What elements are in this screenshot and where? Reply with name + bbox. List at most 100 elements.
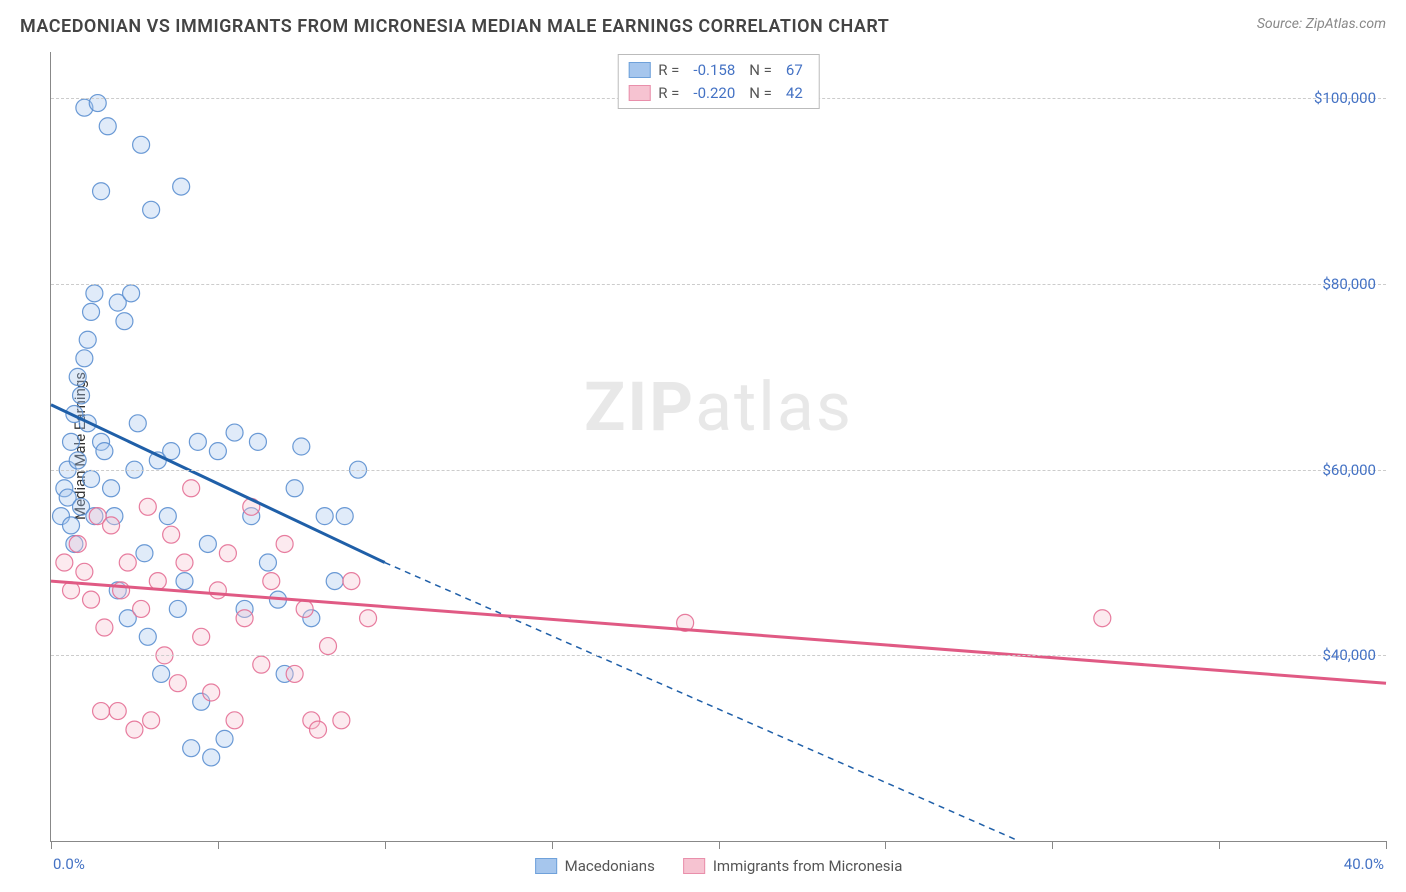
source-attribution: Source: ZipAtlas.com: [1257, 16, 1386, 32]
scatter-point: [79, 331, 96, 348]
scatter-point: [136, 545, 153, 562]
scatter-point: [296, 600, 313, 617]
scatter-point: [159, 508, 176, 525]
scatter-point: [236, 610, 253, 627]
r-label: R =: [658, 59, 679, 82]
scatter-point: [76, 563, 93, 580]
scatter-point: [69, 368, 86, 385]
scatter-point: [263, 573, 280, 590]
scatter-point: [83, 591, 100, 608]
scatter-point: [189, 433, 206, 450]
scatter-point: [1094, 610, 1111, 627]
trend-line-solid: [51, 581, 1386, 683]
x-min-label: 0.0%: [53, 855, 85, 873]
scatter-point: [199, 535, 216, 552]
scatter-point: [163, 526, 180, 543]
scatter-point: [169, 600, 186, 617]
scatter-point: [76, 350, 93, 367]
source-label: Source:: [1257, 16, 1306, 32]
scatter-point: [176, 573, 193, 590]
scatter-point: [336, 508, 353, 525]
legend-swatch: [535, 858, 557, 874]
plot-area: ZIPatlas R =-0.158N =67R =-0.220N =42 $4…: [50, 52, 1386, 842]
x-tick: [51, 841, 52, 849]
scatter-point: [193, 628, 210, 645]
n-label: N =: [749, 82, 772, 105]
scatter-point: [139, 628, 156, 645]
series-legend: Macedonians Immigrants from Micronesia: [535, 857, 903, 875]
scatter-point: [183, 740, 200, 757]
scatter-point: [149, 573, 166, 590]
scatter-point: [103, 480, 120, 497]
scatter-point: [116, 313, 133, 330]
gridline-h: [51, 470, 1386, 471]
scatter-point: [286, 480, 303, 497]
y-tick-label: $40,000: [1322, 646, 1376, 664]
plot-svg: [51, 52, 1386, 841]
correlation-row: R =-0.158N =67: [628, 59, 809, 82]
scatter-point: [109, 703, 126, 720]
scatter-point: [276, 535, 293, 552]
scatter-point: [249, 433, 266, 450]
x-tick: [552, 841, 553, 849]
series-legend-item: Macedonians: [535, 857, 655, 875]
scatter-point: [226, 424, 243, 441]
scatter-point: [326, 573, 343, 590]
scatter-point: [310, 721, 327, 738]
n-value: 42: [786, 82, 803, 105]
r-value: -0.158: [693, 59, 735, 82]
scatter-point: [113, 582, 130, 599]
scatter-point: [89, 95, 106, 112]
scatter-point: [83, 303, 100, 320]
x-tick: [218, 841, 219, 849]
scatter-point: [293, 438, 310, 455]
scatter-point: [153, 665, 170, 682]
scatter-point: [143, 201, 160, 218]
series-legend-label: Immigrants from Micronesia: [713, 857, 903, 875]
scatter-point: [320, 638, 337, 655]
legend-swatch: [628, 85, 650, 101]
scatter-point: [183, 480, 200, 497]
chart-container: MACEDONIAN VS IMMIGRANTS FROM MICRONESIA…: [0, 0, 1406, 892]
y-tick-label: $60,000: [1322, 461, 1376, 479]
scatter-point: [203, 749, 220, 766]
scatter-point: [143, 712, 160, 729]
scatter-point: [316, 508, 333, 525]
x-tick: [885, 841, 886, 849]
scatter-point: [129, 415, 146, 432]
n-value: 67: [786, 59, 803, 82]
legend-swatch: [628, 62, 650, 78]
correlation-legend: R = -0.158 N = 67R = -0.220 N = 42: [617, 54, 820, 109]
x-tick: [385, 841, 386, 849]
scatter-point: [69, 535, 86, 552]
scatter-point: [259, 554, 276, 571]
scatter-point: [93, 703, 110, 720]
r-value: -0.220: [693, 82, 735, 105]
scatter-point: [69, 452, 86, 469]
scatter-point: [203, 684, 220, 701]
x-tick: [1219, 841, 1220, 849]
scatter-point: [133, 600, 150, 617]
scatter-point: [173, 178, 190, 195]
header: MACEDONIAN VS IMMIGRANTS FROM MICRONESIA…: [0, 0, 1406, 45]
y-tick-label: $100,000: [1314, 89, 1376, 107]
x-tick: [1052, 841, 1053, 849]
scatter-point: [360, 610, 377, 627]
series-legend-item: Immigrants from Micronesia: [683, 857, 903, 875]
scatter-point: [123, 285, 140, 302]
scatter-point: [333, 712, 350, 729]
correlation-row: R = -0.220 N = 42: [628, 82, 809, 105]
gridline-h: [51, 284, 1386, 285]
scatter-point: [219, 545, 236, 562]
gridline-h: [51, 655, 1386, 656]
x-tick: [719, 841, 720, 849]
scatter-point: [96, 443, 113, 460]
scatter-point: [56, 554, 73, 571]
scatter-point: [169, 675, 186, 692]
scatter-point: [139, 498, 156, 515]
scatter-point: [226, 712, 243, 729]
x-tick: [1386, 841, 1387, 849]
r-label: R =: [658, 82, 679, 105]
scatter-point: [133, 136, 150, 153]
series-legend-label: Macedonians: [565, 857, 655, 875]
